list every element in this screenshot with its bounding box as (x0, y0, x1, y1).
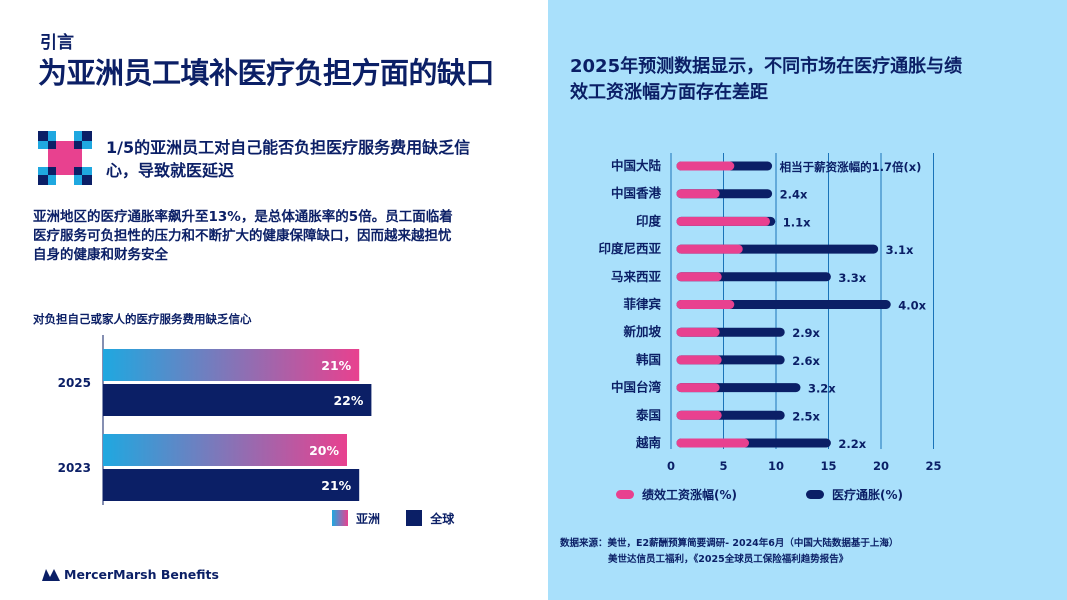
ratio-label: 4.0x (898, 299, 926, 313)
ratio-label: 3.2x (808, 382, 836, 396)
highlight-line-1: 1/5的亚洲员工对自己能否负担医疗服务费用缺乏信 (106, 138, 471, 157)
x-tick-label: 25 (925, 459, 941, 473)
paragraph-line-1: 亚洲地区的医疗通胀率飙升至13%，是总体通胀率的5倍。员工面临着 (33, 209, 453, 225)
salary-legend: 绩效工资涨幅(%) (616, 486, 737, 503)
medical-legend-swatch (806, 490, 824, 499)
source-line-2: 美世达信员工福利，《2025全球员工保险福利趋势报告》 (608, 554, 849, 565)
market-label: 中国大陆 (611, 158, 662, 173)
market-label: 泰国 (635, 407, 661, 422)
x-tick-label: 5 (719, 459, 727, 473)
asia-bar (103, 434, 347, 466)
market-label: 中国台湾 (611, 380, 662, 395)
left-bar-chart: 2025 21% 22% 2023 20% 21% (58, 335, 372, 505)
intro-paragraph: 亚洲地区的医疗通胀率飙升至13%，是总体通胀率的5倍。员工面临着 医疗服务可负担… (33, 208, 533, 265)
market-label: 越南 (635, 435, 662, 450)
ratio-label: 相当于薪资涨幅的1.7倍(x) (780, 160, 922, 174)
bar-value-label: 21% (321, 358, 351, 373)
market-label: 马来西亚 (611, 269, 662, 284)
ratio-label: 3.1x (886, 243, 914, 257)
ratio-label: 2.2x (838, 437, 866, 451)
highlight-line-2: 心，导致就医延迟 (106, 161, 235, 180)
paragraph-line-3: 自身的健康和财务安全 (33, 247, 168, 263)
logo-mark-icon (42, 569, 60, 581)
right-bar-chart: 0 5 10 15 20 25 中国大陆 相当于薪资涨幅的1.7倍(x) 中国香港 2.4x 印度 1… (598, 153, 942, 473)
ratio-label: 2.5x (792, 409, 820, 423)
right-title-line-1: 2025年预测数据显示，不同市场在医疗通胀与绩 (570, 56, 963, 77)
market-label: 韩国 (636, 352, 661, 367)
market-label: 印度 (636, 213, 662, 228)
salary-legend-swatch (616, 490, 634, 499)
highlight-stat: 1/5的亚洲员工对自己能否负担医疗服务费用缺乏信 心，导致就医延迟 (106, 136, 526, 182)
salary-legend-label: 绩效工资涨幅(%) (642, 488, 737, 502)
left-chart-title: 对负担自己或家人的医疗服务费用缺乏信心 (33, 312, 252, 326)
ratio-label: 2.9x (792, 326, 820, 340)
x-tick-label: 0 (667, 459, 675, 473)
asia-legend-label: 亚洲 (356, 512, 381, 526)
x-tick-label: 20 (873, 459, 889, 473)
medical-legend-label: 医疗通胀(%) (832, 488, 903, 502)
x-tick-label: 15 (820, 459, 836, 473)
asia-legend-swatch (332, 510, 348, 526)
grid-badge-icon (38, 131, 92, 185)
page-title: 为亚洲员工填补医疗负担方面的缺口 (38, 56, 495, 90)
paragraph-line-2: 医疗服务可负担性的压力和不断扩大的健康保障缺口，因而越来越担忧 (33, 228, 452, 244)
medical-legend: 医疗通胀(%) (806, 486, 903, 503)
market-label: 印度尼西亚 (598, 241, 661, 256)
source-line-1: 数据来源：美世，E2薪酬预算简要调研- 2024年6月（中国大陆数据基于上海） (560, 538, 899, 549)
bar-value-label: 22% (333, 393, 363, 408)
bar-value-label: 21% (321, 478, 351, 493)
right-chart-title: 2025年预测数据显示，不同市场在医疗通胀与绩 效工资涨幅方面存在差距 (570, 54, 1030, 106)
ratio-label: 3.3x (838, 271, 866, 285)
global-bar (103, 469, 360, 501)
global-bar (103, 384, 372, 416)
asia-bar (103, 349, 360, 381)
market-label: 菲律宾 (623, 297, 661, 312)
year-label: 2023 (58, 461, 91, 475)
market-label: 新加坡 (623, 324, 661, 339)
ratio-label: 2.4x (780, 188, 808, 202)
global-legend-label: 全球 (430, 512, 455, 526)
eyebrow-label: 引言 (40, 33, 74, 53)
global-legend-swatch (406, 510, 423, 526)
ratio-label: 2.6x (792, 354, 820, 368)
ratio-label: 1.1x (783, 215, 811, 229)
mercer-marsh-logo: MercerMarsh Benefits (42, 567, 219, 582)
year-label: 2025 (58, 376, 91, 390)
logo-text: MercerMarsh Benefits (64, 567, 219, 582)
x-tick-label: 10 (768, 459, 784, 473)
data-source-note: 数据来源：美世，E2薪酬预算简要调研- 2024年6月（中国大陆数据基于上海） … (560, 536, 898, 568)
market-label: 中国香港 (611, 186, 662, 201)
left-chart-legend: 亚洲 全球 (332, 510, 454, 527)
bar-value-label: 20% (309, 443, 339, 458)
right-title-line-2: 效工资涨幅方面存在差距 (570, 82, 768, 103)
